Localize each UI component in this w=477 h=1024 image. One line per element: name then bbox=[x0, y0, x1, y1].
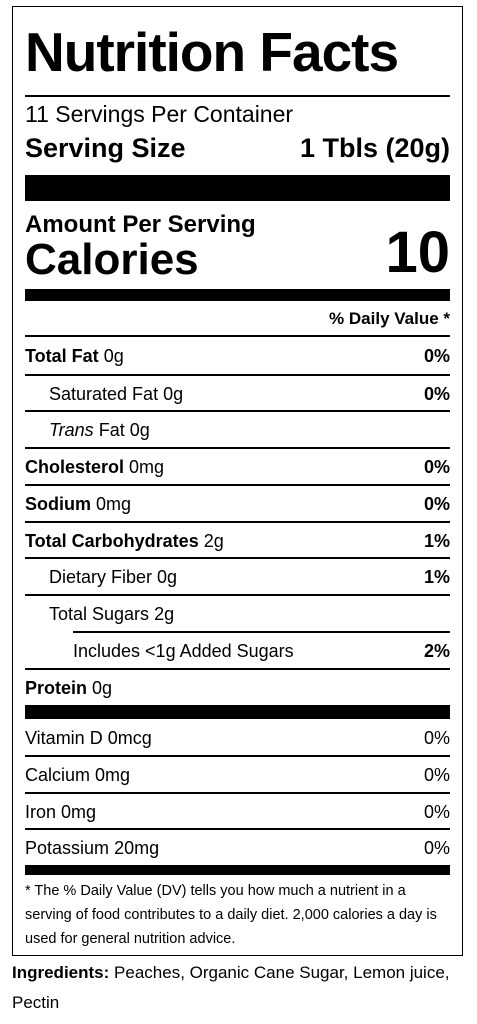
vitamin-amount: 0mg bbox=[95, 764, 131, 785]
nutrition-facts-label: Nutrition Facts 11 Servings Per Containe… bbox=[12, 6, 463, 956]
divider bbox=[25, 792, 450, 794]
vitamin-amount: 0mg bbox=[61, 801, 97, 822]
divider bbox=[25, 374, 450, 376]
nutrient-row-saturated-fat: Saturated Fat 0g 0% bbox=[25, 376, 450, 412]
vitamin-pct: 0% bbox=[423, 837, 450, 858]
nutrient-row-sodium: Sodium 0mg 0% bbox=[25, 486, 450, 522]
nutrient-amount: 2g bbox=[154, 603, 175, 624]
amount-per-serving: Amount Per Serving bbox=[25, 211, 256, 238]
nutrient-row-protein: Protein 0g bbox=[25, 670, 450, 706]
nutrient-name: Total Fat bbox=[25, 345, 99, 366]
vitamin-amount: 0mcg bbox=[107, 727, 152, 748]
serving-size-row: Serving Size 1 Tbls (20g) bbox=[25, 133, 450, 164]
servings-per-container: 11 Servings Per Container bbox=[25, 101, 294, 127]
ingredients-label: Ingredients: bbox=[12, 963, 110, 982]
divider bbox=[25, 484, 450, 486]
nutrient-name: Fat bbox=[98, 419, 125, 440]
nutrient-name: Protein bbox=[25, 677, 88, 698]
serving-size-value: 1 Tbls (20g) bbox=[299, 133, 450, 163]
vitamin-row-calcium: Calcium 0mg 0% bbox=[25, 757, 450, 793]
divider bbox=[73, 631, 450, 633]
vitamin-row-vitamin-d: Vitamin D 0mcg 0% bbox=[25, 720, 450, 756]
medium-divider bbox=[25, 865, 450, 875]
nutrient-amount: 0mg bbox=[96, 493, 132, 514]
nutrient-name: Dietary Fiber bbox=[49, 566, 153, 587]
divider bbox=[25, 594, 450, 596]
vitamin-name: Potassium bbox=[25, 837, 110, 858]
divider bbox=[25, 557, 450, 559]
vitamin-pct: 0% bbox=[423, 801, 450, 822]
nutrient-amount: 0mg bbox=[129, 456, 165, 477]
nutrient-amount: 0g bbox=[157, 566, 178, 587]
divider bbox=[25, 521, 450, 523]
nutrient-row-total-sugars: Total Sugars 2g bbox=[25, 596, 450, 632]
nutrient-row-trans-fat: Trans Fat 0g bbox=[25, 412, 450, 448]
vitamin-amount: 20mg bbox=[114, 837, 160, 858]
divider bbox=[25, 447, 450, 449]
thick-divider bbox=[25, 175, 450, 201]
medium-divider bbox=[25, 289, 450, 301]
nutrient-pct: 1% bbox=[423, 566, 450, 587]
nutrient-name: Saturated Fat bbox=[49, 383, 159, 404]
daily-value-footnote: * The % Daily Value (DV) tells you how m… bbox=[25, 883, 437, 947]
nutrient-pct: 0% bbox=[423, 383, 450, 404]
nutrient-pct: 2% bbox=[423, 640, 450, 661]
nutrient-row-cholesterol: Cholesterol 0mg 0% bbox=[25, 449, 450, 485]
nutrient-pct: 0% bbox=[423, 493, 450, 514]
nutrient-name: Includes <1g Added Sugars bbox=[73, 640, 294, 661]
divider bbox=[25, 668, 450, 670]
nutrient-name: Sodium bbox=[25, 493, 91, 514]
nutrient-row-added-sugars: Includes <1g Added Sugars 2% bbox=[25, 633, 450, 669]
nutrient-name: Cholesterol bbox=[25, 456, 125, 477]
nutrient-pct: 1% bbox=[423, 530, 450, 551]
serving-size-label: Serving Size bbox=[25, 133, 186, 163]
daily-value-header: % Daily Value * bbox=[329, 309, 450, 328]
divider bbox=[25, 95, 450, 97]
vitamin-name: Vitamin D bbox=[25, 727, 103, 748]
calories-label: Calories bbox=[25, 235, 199, 284]
ingredients-statement: Ingredients: Peaches, Organic Cane Sugar… bbox=[12, 958, 462, 1018]
calories-value: 10 bbox=[385, 220, 450, 285]
nutrient-pct: 0% bbox=[423, 456, 450, 477]
ingredients-text: Peaches, Organic Cane Sugar, Lemon juice… bbox=[12, 963, 450, 1012]
nutrient-amount: 0g bbox=[92, 677, 113, 698]
divider bbox=[25, 755, 450, 757]
divider bbox=[25, 828, 450, 830]
nutrient-name-italic: Trans bbox=[49, 419, 94, 440]
vitamin-name: Calcium bbox=[25, 764, 91, 785]
vitamin-pct: 0% bbox=[423, 727, 450, 748]
vitamin-pct: 0% bbox=[423, 764, 450, 785]
nutrient-amount: 0g bbox=[163, 383, 184, 404]
nutrient-amount: 2g bbox=[203, 530, 224, 551]
divider bbox=[25, 410, 450, 412]
vitamin-name: Iron bbox=[25, 801, 57, 822]
nutrient-row-total-fat: Total Fat 0g 0% bbox=[25, 338, 450, 374]
nutrient-pct: 0% bbox=[423, 345, 450, 366]
divider bbox=[25, 335, 450, 337]
nutrient-amount: 0g bbox=[103, 345, 124, 366]
nutrient-name: Total Sugars bbox=[49, 603, 150, 624]
vitamin-row-potassium: Potassium 20mg 0% bbox=[25, 830, 450, 866]
thick-divider bbox=[25, 705, 450, 719]
nutrient-amount: 0g bbox=[129, 419, 150, 440]
nutrient-row-total-carbohydrates: Total Carbohydrates 2g 1% bbox=[25, 523, 450, 559]
label-title: Nutrition Facts bbox=[25, 21, 399, 83]
nutrient-row-dietary-fiber: Dietary Fiber 0g 1% bbox=[25, 559, 450, 595]
vitamin-row-iron: Iron 0mg 0% bbox=[25, 794, 450, 830]
nutrient-name: Total Carbohydrates bbox=[25, 530, 199, 551]
